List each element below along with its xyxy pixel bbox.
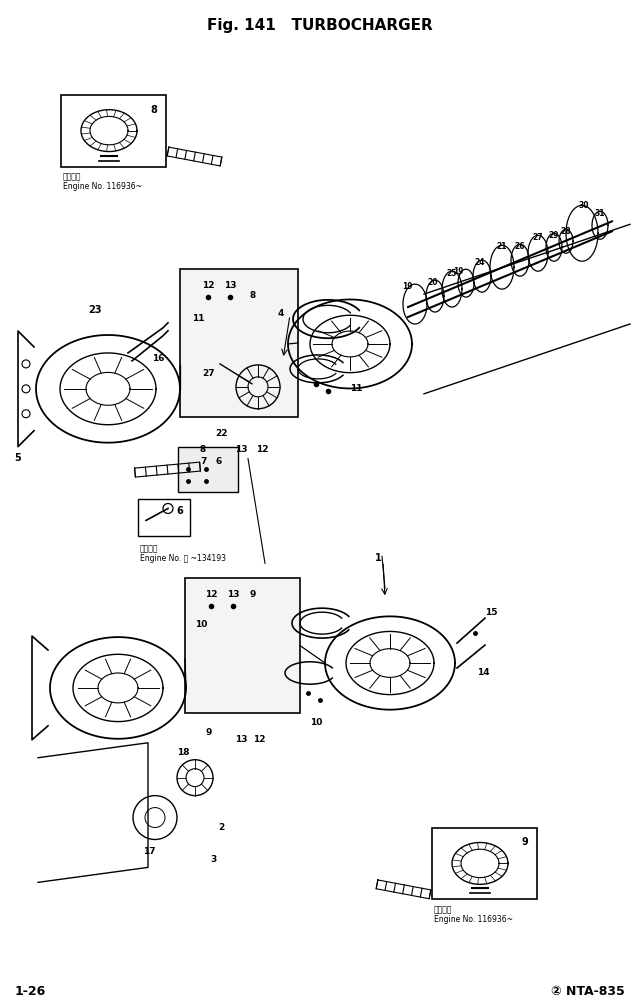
Text: 22: 22 [215,428,227,437]
Text: 13: 13 [227,591,239,600]
Text: 適用号緯: 適用号緯 [63,172,81,181]
Bar [61,95,166,166]
Text: 15: 15 [485,609,497,618]
Text: 6: 6 [177,507,184,517]
Text: 11: 11 [350,383,362,392]
Text: 26: 26 [515,242,525,251]
Text: 5: 5 [14,452,20,462]
Text: 8: 8 [250,291,256,300]
Text: 10: 10 [195,621,207,630]
Text: 13: 13 [235,444,248,453]
Text: 18: 18 [177,748,189,757]
Text: 11: 11 [192,314,205,323]
Text: 25: 25 [447,269,457,278]
Text: 13: 13 [235,735,248,744]
Bar [180,269,298,416]
Text: 4: 4 [278,309,284,318]
Text: Engine No. 116936~: Engine No. 116936~ [63,182,142,191]
Text: 適用号緯: 適用号緯 [434,905,452,914]
Text: 12: 12 [205,591,218,600]
Text: 16: 16 [152,354,164,363]
Bar [432,828,537,899]
Text: 27: 27 [202,369,214,378]
Text: 9: 9 [205,728,211,737]
Text: 適用号緯: 適用号緯 [140,545,159,554]
Text: 30: 30 [579,201,589,210]
Text: 1: 1 [375,554,381,564]
Text: 10: 10 [310,718,323,727]
Text: ② NTA-835: ② NTA-835 [551,985,625,998]
Text: 20: 20 [428,278,438,287]
Text: Engine No. 116936~: Engine No. 116936~ [434,915,513,924]
Text: 6: 6 [216,456,222,465]
Text: 2: 2 [218,823,224,832]
Text: 24: 24 [475,258,485,267]
Text: 3: 3 [210,856,216,865]
Text: 23: 23 [88,305,102,315]
Text: 27: 27 [532,233,543,242]
Bar [138,498,190,537]
Text: 8: 8 [150,105,157,115]
Text: 12: 12 [256,444,269,453]
Text: 7: 7 [200,456,206,465]
Text: 17: 17 [143,848,156,857]
Text: Engine No. ・ ~134193: Engine No. ・ ~134193 [140,555,226,564]
Bar [178,446,238,491]
Text: 29: 29 [548,231,559,240]
Text: 19: 19 [402,282,412,291]
Text: 9: 9 [522,838,529,848]
Text: 28: 28 [561,227,572,236]
Text: 19: 19 [452,267,463,276]
Text: 12: 12 [202,281,214,290]
Text: 31: 31 [595,209,605,218]
Text: 14: 14 [477,668,490,677]
Text: 8: 8 [200,444,206,453]
Text: 21: 21 [497,242,508,251]
Text: 13: 13 [224,281,237,290]
Text: 9: 9 [249,591,255,600]
Text: 1-26: 1-26 [15,985,46,998]
Bar [185,579,300,713]
Text: Fig. 141   TURBOCHARGER: Fig. 141 TURBOCHARGER [207,18,433,33]
Text: 12: 12 [253,735,266,744]
